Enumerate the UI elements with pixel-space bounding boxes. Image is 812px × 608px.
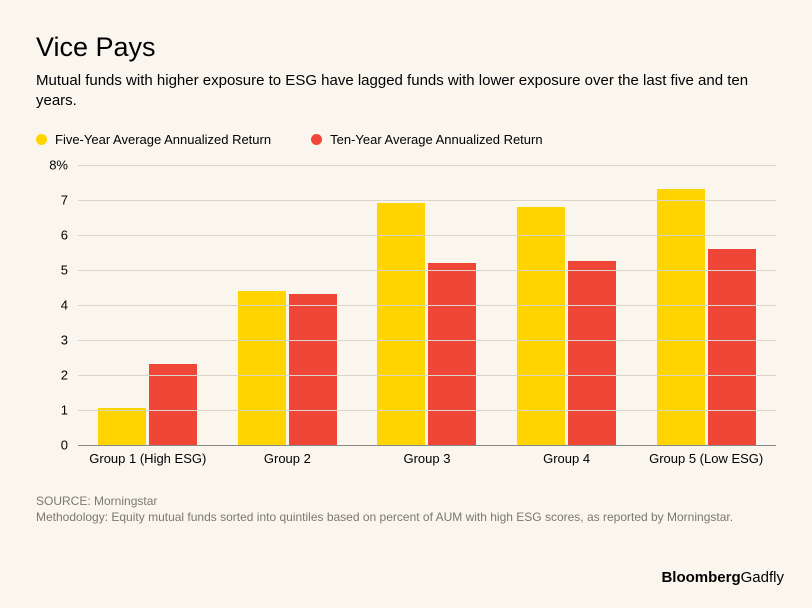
bar [568, 261, 616, 445]
legend-swatch [36, 134, 47, 145]
gridline [78, 340, 776, 341]
gridline [78, 200, 776, 201]
chart-subtitle: Mutual funds with higher exposure to ESG… [36, 71, 776, 112]
gridline [78, 410, 776, 411]
legend: Five-Year Average Annualized Return Ten-Y… [36, 132, 776, 147]
gridline [78, 165, 776, 166]
x-tick-label: Group 3 [357, 445, 497, 465]
gridline [78, 270, 776, 271]
brand-logo: BloombergGadfly [661, 569, 784, 586]
y-tick-label: 7 [61, 192, 68, 207]
x-tick-label: Group 5 (Low ESG) [636, 445, 776, 465]
gridline [78, 305, 776, 306]
legend-label: Ten-Year Average Annualized Return [330, 132, 543, 147]
x-tick-label: Group 1 (High ESG) [78, 445, 218, 465]
brand-light: Gadfly [741, 569, 784, 586]
methodology-text: Methodology: Equity mutual funds sorted … [36, 509, 776, 526]
y-axis: 012345678% [46, 165, 76, 445]
y-tick-label: 0 [61, 437, 68, 452]
chart-area: 012345678% Group 1 (High ESG)Group 2Grou… [46, 165, 776, 465]
gridline [78, 375, 776, 376]
legend-swatch [311, 134, 322, 145]
y-tick-label: 8% [49, 157, 68, 172]
chart-title: Vice Pays [36, 32, 776, 63]
source-text: SOURCE: Morningstar [36, 493, 776, 510]
x-tick-label: Group 4 [497, 445, 637, 465]
bar [708, 249, 756, 445]
bar [428, 263, 476, 445]
y-tick-label: 3 [61, 332, 68, 347]
y-tick-label: 2 [61, 367, 68, 382]
y-tick-label: 4 [61, 297, 68, 312]
y-tick-label: 6 [61, 227, 68, 242]
bar [98, 408, 146, 445]
brand-bold: Bloomberg [661, 569, 740, 586]
legend-label: Five-Year Average Annualized Return [55, 132, 271, 147]
y-tick-label: 1 [61, 402, 68, 417]
gridline [78, 235, 776, 236]
legend-item: Five-Year Average Annualized Return [36, 132, 271, 147]
y-tick-label: 5 [61, 262, 68, 277]
legend-item: Ten-Year Average Annualized Return [311, 132, 543, 147]
x-tick-label: Group 2 [218, 445, 358, 465]
bar [377, 203, 425, 445]
chart-footer: SOURCE: Morningstar Methodology: Equity … [36, 493, 776, 527]
bar [657, 189, 705, 445]
x-axis-labels: Group 1 (High ESG)Group 2Group 3Group 4G… [78, 445, 776, 465]
bar [149, 364, 197, 445]
plot-area [78, 165, 776, 445]
bar [238, 291, 286, 445]
bar [289, 294, 337, 445]
